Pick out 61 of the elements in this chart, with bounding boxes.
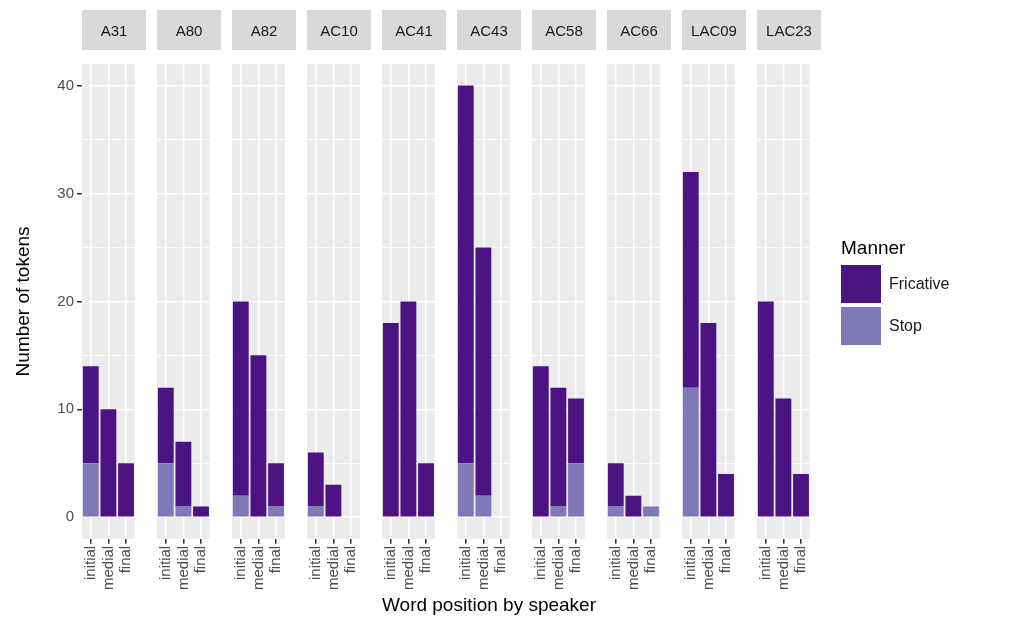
bar xyxy=(193,506,209,517)
bar xyxy=(82,463,99,517)
chart-title: A82 xyxy=(232,10,296,50)
x-tick-label: medial xyxy=(248,545,266,590)
y-tick-label: 40 xyxy=(57,75,74,93)
x-tick-label: initial xyxy=(380,545,398,580)
y-tick-label: 10 xyxy=(57,399,74,417)
x-axis-title: Word position by speaker xyxy=(380,594,597,616)
bar xyxy=(568,463,584,517)
legend-label: Stop xyxy=(889,317,922,335)
x-tick-label: medial xyxy=(473,545,491,590)
y-tick-label: 0 xyxy=(65,507,74,525)
x-tick-label: initial xyxy=(80,545,98,580)
bar xyxy=(682,387,699,517)
x-tick-label: final xyxy=(341,545,359,574)
chart-title: AC41 xyxy=(382,10,446,50)
x-tick-label: medial xyxy=(773,545,791,590)
x-tick-label: final xyxy=(791,545,809,574)
bar xyxy=(118,463,134,517)
bar xyxy=(550,506,567,517)
x-tick-label: medial xyxy=(698,545,716,590)
x-tick-label: initial xyxy=(455,545,473,580)
chart-title: LAC23 xyxy=(757,10,821,50)
x-tick-label: medial xyxy=(548,545,566,590)
x-tick-label: final xyxy=(491,545,509,574)
x-tick-label: final xyxy=(266,545,284,574)
chart-title: AC58 xyxy=(532,10,596,50)
y-tick-label: 30 xyxy=(57,183,74,201)
y-axis-title: Number of tokens xyxy=(11,226,33,377)
bar xyxy=(232,495,249,517)
x-tick-label: medial xyxy=(173,545,191,590)
chart-title: LAC09 xyxy=(682,10,746,50)
x-tick-label: initial xyxy=(155,545,173,580)
chart-title: A31 xyxy=(82,10,146,50)
x-tick-label: initial xyxy=(530,545,548,580)
x-tick-label: initial xyxy=(605,545,623,580)
bar xyxy=(568,398,584,464)
bar xyxy=(718,474,734,517)
x-tick-label: initial xyxy=(755,545,773,580)
x-tick-label: final xyxy=(566,545,584,574)
x-tick-label: medial xyxy=(623,545,641,590)
x-tick-label: medial xyxy=(98,545,116,590)
chart-title: AC66 xyxy=(607,10,671,50)
x-tick-label: medial xyxy=(323,545,341,590)
x-tick-label: final xyxy=(116,545,134,574)
legend-label: Fricative xyxy=(889,275,950,293)
x-tick-label: final xyxy=(641,545,659,574)
chart-title: A80 xyxy=(157,10,221,50)
bar xyxy=(268,506,284,517)
chart-title: AC10 xyxy=(307,10,371,50)
x-tick-label: initial xyxy=(230,545,248,580)
x-tick-label: final xyxy=(416,545,434,574)
x-tick-label: medial xyxy=(398,545,416,590)
chart-title: AC43 xyxy=(457,10,521,50)
y-tick-label: 20 xyxy=(57,291,74,309)
bar xyxy=(268,463,284,507)
legend-title: Manner xyxy=(841,237,907,259)
x-tick-label: final xyxy=(191,545,209,574)
x-tick-label: final xyxy=(716,545,734,574)
x-tick-label: initial xyxy=(680,545,698,580)
x-tick-label: initial xyxy=(305,545,323,580)
